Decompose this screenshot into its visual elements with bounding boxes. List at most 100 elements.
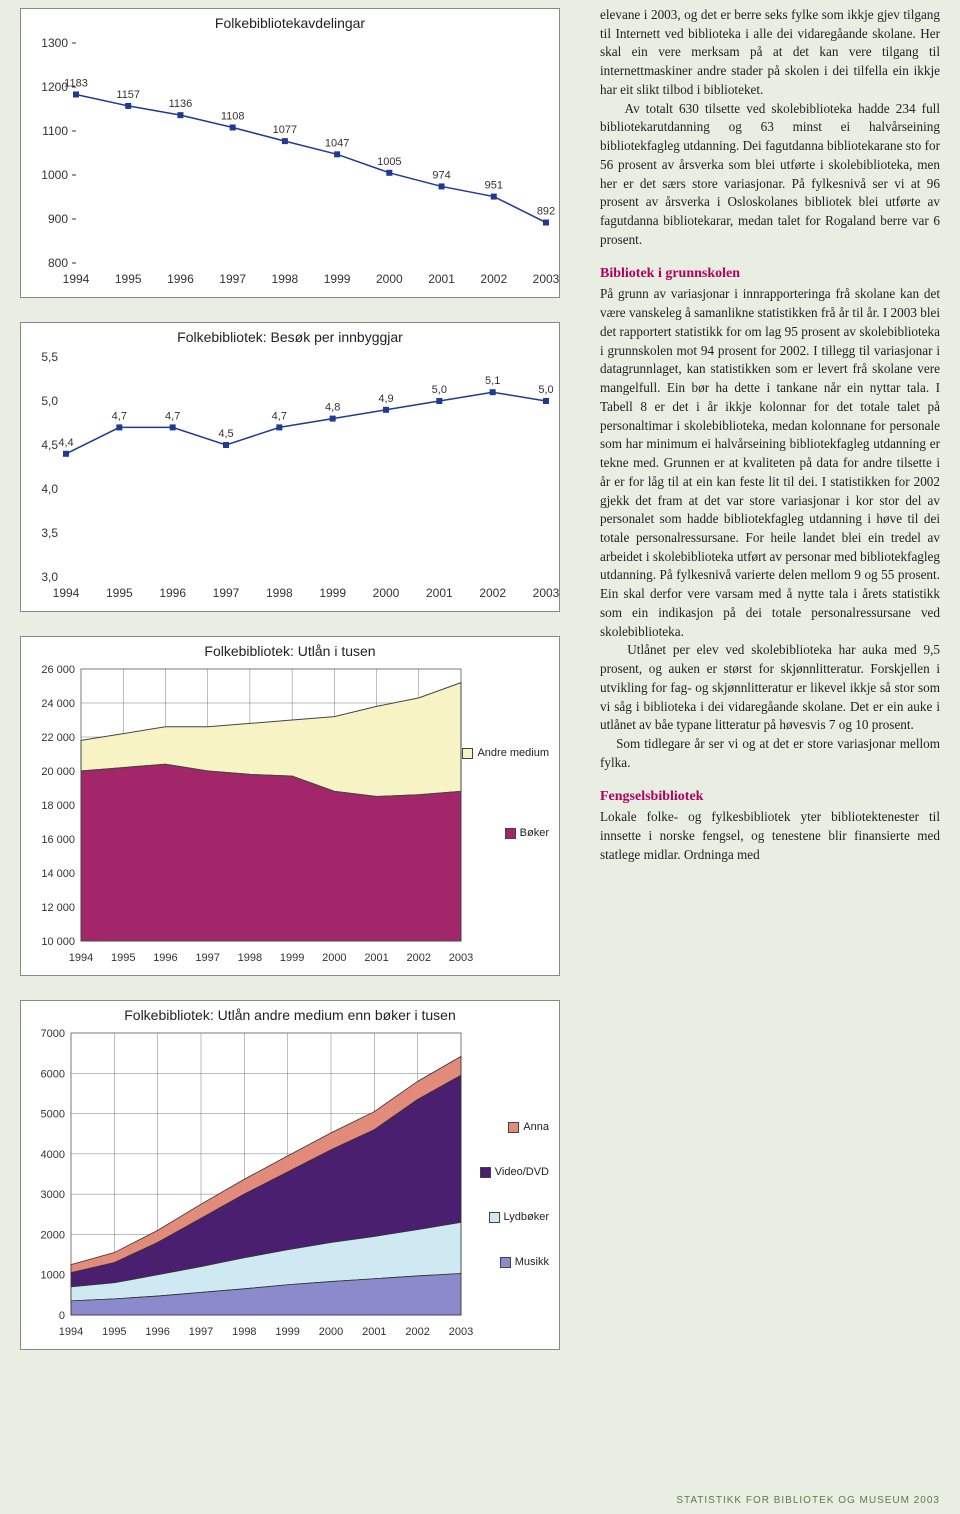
svg-text:26 000: 26 000: [41, 664, 75, 676]
svg-text:2002: 2002: [405, 1326, 429, 1338]
svg-text:1995: 1995: [115, 272, 142, 286]
svg-text:2003: 2003: [533, 272, 560, 286]
svg-text:3,5: 3,5: [41, 526, 58, 540]
svg-text:2002: 2002: [480, 272, 507, 286]
svg-text:1996: 1996: [167, 272, 194, 286]
svg-text:1005: 1005: [377, 156, 401, 168]
svg-text:951: 951: [485, 180, 503, 192]
svg-text:974: 974: [432, 169, 450, 181]
svg-text:1994: 1994: [59, 1326, 83, 1338]
legend-swatch: [508, 1122, 519, 1133]
svg-text:4,7: 4,7: [272, 410, 287, 422]
svg-text:1136: 1136: [169, 98, 193, 110]
svg-text:3000: 3000: [41, 1189, 65, 1201]
svg-text:1997: 1997: [213, 586, 240, 600]
legend-anna: Anna: [508, 1121, 549, 1133]
chart1-title: Folkebibliotekavdelingar: [21, 9, 559, 33]
svg-text:4000: 4000: [41, 1149, 65, 1161]
svg-text:1998: 1998: [238, 952, 262, 964]
chart2-title: Folkebibliotek: Besøk per innbyggjar: [21, 323, 559, 347]
svg-text:1995: 1995: [106, 586, 133, 600]
svg-text:2001: 2001: [426, 586, 453, 600]
legend-swatch: [489, 1212, 500, 1223]
svg-text:16 000: 16 000: [41, 834, 75, 846]
svg-text:1998: 1998: [232, 1326, 256, 1338]
svg-text:1997: 1997: [195, 952, 219, 964]
legend-swatch: [500, 1257, 511, 1268]
svg-text:7000: 7000: [41, 1028, 65, 1040]
svg-text:4,0: 4,0: [41, 482, 58, 496]
svg-text:1997: 1997: [219, 272, 246, 286]
section-heading: Bibliotek i grunnskolen: [600, 264, 940, 284]
svg-text:2001: 2001: [362, 1326, 386, 1338]
svg-text:5,0: 5,0: [538, 384, 553, 396]
chart-utlan-andre-medium: Folkebibliotek: Utlån andre medium enn b…: [20, 1000, 560, 1350]
svg-text:1999: 1999: [319, 586, 346, 600]
svg-text:1183: 1183: [64, 77, 88, 89]
svg-text:2001: 2001: [364, 952, 388, 964]
chart3-title: Folkebibliotek: Utlån i tusen: [21, 637, 559, 661]
svg-text:1998: 1998: [272, 272, 299, 286]
svg-text:1077: 1077: [273, 124, 297, 136]
chart-folkebibliotekavdelingar: Folkebibliotekavdelingar 800900100011001…: [20, 8, 560, 298]
paragraph: elevane i 2003, og det er berre seks fyl…: [600, 6, 940, 100]
legend-musikk: Musikk: [500, 1256, 549, 1268]
legend-boker: Bøker: [505, 827, 549, 839]
legend-swatch: [480, 1167, 491, 1178]
legend-label: Bøker: [520, 827, 549, 839]
svg-text:1100: 1100: [42, 124, 68, 138]
svg-text:1157: 1157: [116, 89, 140, 101]
svg-text:4,9: 4,9: [378, 393, 393, 405]
svg-text:4,5: 4,5: [218, 428, 233, 440]
svg-text:6000: 6000: [41, 1068, 65, 1080]
svg-text:1994: 1994: [63, 272, 90, 286]
svg-text:2000: 2000: [41, 1229, 65, 1241]
svg-text:1994: 1994: [53, 586, 80, 600]
svg-text:1996: 1996: [159, 586, 186, 600]
chart-utlan-i-tusen: Folkebibliotek: Utlån i tusen 10 00012 0…: [20, 636, 560, 976]
legend-label: Musikk: [515, 1256, 549, 1268]
legend-label: Andre medium: [477, 747, 549, 759]
svg-text:1997: 1997: [189, 1326, 213, 1338]
svg-text:4,7: 4,7: [112, 410, 127, 422]
body-text-column: elevane i 2003, og det er berre seks fyl…: [600, 6, 940, 865]
legend-label: Lydbøker: [504, 1211, 549, 1223]
svg-text:2002: 2002: [407, 952, 431, 964]
svg-text:0: 0: [59, 1310, 65, 1322]
page-footer: STATISTIKK FOR BIBLIOTEK OG MUSEUM 2003: [676, 1495, 940, 1506]
svg-text:1996: 1996: [145, 1326, 169, 1338]
svg-text:2002: 2002: [479, 586, 506, 600]
svg-text:2003: 2003: [449, 952, 473, 964]
svg-text:2000: 2000: [319, 1326, 343, 1338]
svg-text:4,5: 4,5: [41, 438, 58, 452]
svg-text:5,0: 5,0: [41, 394, 58, 408]
svg-text:1047: 1047: [325, 137, 349, 149]
svg-text:5,5: 5,5: [41, 350, 58, 364]
svg-text:5,0: 5,0: [432, 384, 447, 396]
paragraph: Av totalt 630 tilsette ved skolebibliote…: [600, 100, 940, 250]
svg-text:4,7: 4,7: [165, 410, 180, 422]
legend-swatch: [462, 748, 473, 759]
chart4-title: Folkebibliotek: Utlån andre medium enn b…: [21, 1001, 559, 1025]
svg-text:20 000: 20 000: [41, 766, 75, 778]
svg-text:2003: 2003: [449, 1326, 473, 1338]
legend-swatch: [505, 828, 516, 839]
legend-lydboker: Lydbøker: [489, 1211, 549, 1223]
svg-text:800: 800: [48, 256, 68, 270]
svg-text:1995: 1995: [102, 1326, 126, 1338]
svg-text:1108: 1108: [221, 110, 245, 122]
svg-text:5,1: 5,1: [485, 375, 500, 387]
svg-text:18 000: 18 000: [41, 800, 75, 812]
svg-text:24 000: 24 000: [41, 698, 75, 710]
svg-text:3,0: 3,0: [41, 570, 58, 584]
svg-text:2000: 2000: [322, 952, 346, 964]
svg-text:22 000: 22 000: [41, 732, 75, 744]
chart-besok-per-innbyggjar: Folkebibliotek: Besøk per innbyggjar 3,0…: [20, 322, 560, 612]
svg-text:2000: 2000: [376, 272, 403, 286]
legend-andre-medium: Andre medium: [462, 747, 549, 759]
svg-text:4,4: 4,4: [58, 437, 73, 449]
svg-text:892: 892: [537, 206, 555, 218]
section-heading: Fengselsbibliotek: [600, 787, 940, 807]
svg-text:1999: 1999: [324, 272, 351, 286]
svg-text:12 000: 12 000: [41, 902, 75, 914]
